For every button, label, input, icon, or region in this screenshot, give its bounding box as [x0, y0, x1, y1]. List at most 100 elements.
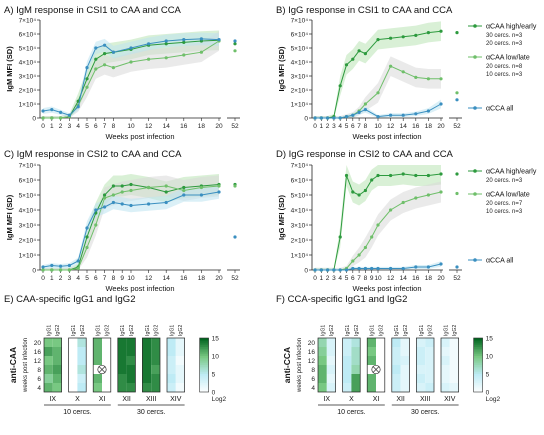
heatmap-cell: [52, 365, 62, 374]
colorbar-segment: [199, 374, 209, 377]
heatmap-cell: [151, 374, 160, 383]
heatmap-cell: [68, 338, 78, 347]
y-tick-label: 0: [32, 116, 36, 123]
data-point-low_late: [129, 188, 133, 193]
colorbar-segment: [199, 343, 209, 346]
colorbar-segment: [473, 343, 483, 346]
heatmap-cell: [318, 356, 327, 365]
heatmap-cell: [441, 338, 450, 347]
heatmap-cell: [52, 374, 62, 383]
x-tick-label: 10: [374, 123, 382, 130]
heatmap-cell: [351, 338, 361, 347]
data-point-low_late: [50, 268, 54, 272]
colorbar-tick-label: 10: [486, 354, 494, 361]
y-tick-label: 6×10⁴: [19, 32, 37, 39]
data-point-high_early: [344, 173, 349, 178]
heatmap-cell: [367, 383, 376, 392]
heatmap-panel-e: anti-CAA weeks post infection 20 16 12 8 6 4 IgG…: [8, 325, 226, 416]
colorbar-segment: [199, 381, 209, 384]
heatmap-cell: [449, 383, 459, 392]
y-tick-label: 5×10⁴: [291, 193, 309, 200]
data-point-cca_all: [217, 190, 221, 194]
heatmap-group-border: [166, 337, 185, 393]
heatmap-cell: [441, 383, 450, 392]
heatmap-col-label: IgG1: [46, 325, 52, 336]
heatmap-cell: [318, 347, 327, 356]
heatmap-col-label: IgG1: [145, 325, 151, 336]
x-tick-label: 1: [319, 275, 323, 282]
heatmap-cell: [425, 383, 434, 392]
heatmap-y-title: anti-CCA: [282, 347, 292, 383]
data-point-cca_all: [147, 202, 151, 206]
legend-label-low_late: αCAA low/late: [486, 55, 530, 62]
heatmap-col-label: IgG2: [354, 325, 360, 336]
colorbar-segment: [473, 384, 483, 387]
panel-a-title: A) IgM response in CSI1 to CAA and CCA: [4, 5, 182, 16]
heatmap-group-border: [342, 337, 361, 393]
y-tick-label: 1×10⁴: [19, 102, 37, 109]
data-point-low_late: [85, 245, 89, 250]
data-point-high_early: [455, 172, 459, 176]
data-point-high_early: [370, 178, 374, 182]
colorbar-segment: [199, 345, 209, 348]
data-point-low_late: [389, 208, 393, 212]
heatmap-cell: [142, 347, 152, 356]
data-point-high_early: [85, 77, 89, 81]
x-tick-label: 16: [180, 123, 188, 130]
colorbar-segment: [199, 372, 209, 375]
colorbar-segment: [199, 354, 209, 357]
heatmap-cell: [93, 374, 102, 383]
x-tick-label: 18: [425, 123, 433, 130]
heatmap-cell: [391, 365, 401, 374]
heatmap-cell: [342, 365, 352, 374]
heatmap-cell: [44, 365, 53, 374]
data-point-low_late: [182, 188, 186, 193]
data-point-high_early: [182, 185, 186, 190]
colorbar-segment: [473, 374, 483, 377]
colorbar-segment: [199, 390, 209, 393]
x-tick-label: 52: [231, 275, 239, 282]
y-tick-label: 5×10⁴: [19, 46, 37, 53]
heatmap-cell: [117, 383, 127, 392]
x-tick-label: 12: [145, 123, 153, 130]
heatmap-cell: [102, 356, 111, 365]
colorbar-segment: [473, 347, 483, 350]
heatmap-col-label: IgG2: [378, 325, 384, 336]
colorbar-segment: [199, 370, 209, 373]
data-point-low_late: [376, 91, 380, 95]
y-tick-label: 2×10⁴: [291, 238, 309, 245]
heatmap-row-label: 4: [37, 385, 41, 392]
colorbar-border: [199, 337, 209, 393]
colorbar-segment: [473, 379, 483, 382]
y-tick-label: 2×10⁴: [291, 88, 309, 95]
x-tick-label: 3: [332, 275, 336, 282]
heatmap-cell: [151, 383, 160, 392]
heatmap-cell: [376, 383, 385, 392]
data-point-low_late: [233, 184, 237, 188]
heatmap-footer-label: 10 cercs.: [337, 409, 365, 416]
data-point-cca_all: [401, 266, 405, 271]
data-point-high_early: [439, 172, 443, 176]
heatmap-cell: [391, 347, 401, 356]
heatmap-cell: [167, 374, 176, 383]
heatmap-cell: [326, 374, 336, 383]
data-point-cca_all: [439, 262, 443, 266]
colorbar-segment: [473, 361, 483, 364]
x-tick-label: 5: [345, 123, 349, 130]
data-point-low_late: [164, 56, 168, 60]
x-tick-label: 12: [387, 123, 395, 130]
data-point-high_early: [182, 40, 186, 45]
x-tick-label: 1: [50, 275, 54, 282]
x-tick-label: 16: [180, 275, 188, 282]
data-point-cca_all: [76, 259, 80, 263]
heatmap-cell: [77, 338, 87, 347]
heatmap-cell: [326, 347, 336, 356]
heatmap-cell: [376, 338, 385, 347]
data-point-cca_all: [363, 266, 367, 271]
heatmap-cell: [44, 347, 53, 356]
data-point-cca_all: [85, 66, 89, 70]
heatmap-cell: [391, 374, 401, 383]
data-point-cca_all: [414, 265, 418, 269]
data-point-cca_all: [129, 203, 133, 208]
heatmap-cell: [391, 338, 401, 347]
